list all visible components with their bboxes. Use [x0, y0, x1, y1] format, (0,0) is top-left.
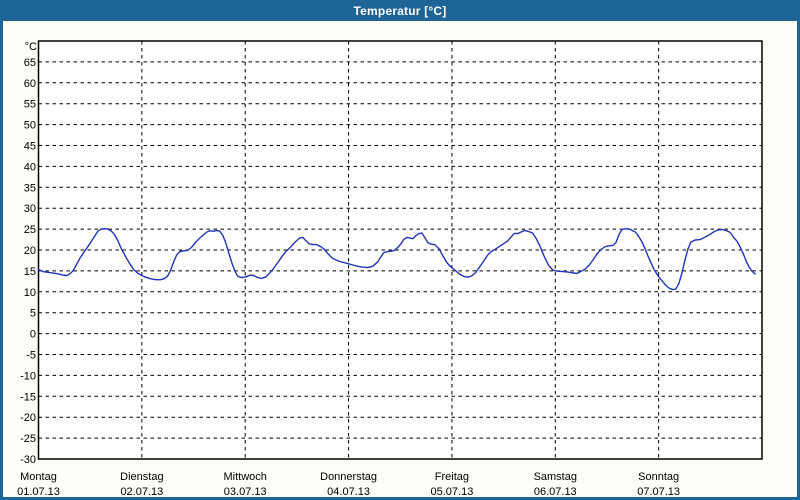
title-bar: Temperatur [°C] — [0, 0, 800, 21]
x-axis-date-label: 07.07.13 — [637, 486, 680, 497]
y-axis-tick-label: 50 — [24, 120, 36, 132]
y-axis-tick-label: 0 — [30, 329, 36, 341]
y-axis-tick-label: -25 — [20, 433, 36, 445]
plot-border — [37, 40, 763, 460]
x-axis-date-label: 06.07.13 — [534, 486, 577, 497]
window-title: Temperatur [°C] — [353, 3, 447, 18]
x-axis-date-label: 05.07.13 — [431, 486, 474, 497]
y-axis-tick-label: -10 — [20, 370, 36, 382]
x-axis-date-label: 04.07.13 — [327, 486, 370, 497]
x-axis-day-label: Montag — [20, 471, 57, 483]
temperature-series-line — [37, 227, 756, 291]
y-axis-tick-label: -5 — [26, 350, 36, 362]
x-axis-day-label: Mittwoch — [224, 471, 267, 483]
chart-panel: 65 60 55 50 45 40 35 30 25 20 15 10 5 0 -5 -10 -15 -20 -25… — [3, 21, 797, 498]
x-axis-date-label: 01.07.13 — [17, 486, 60, 497]
temperature-chart: 65605550454035302520151050-5-10-15-20-25… — [17, 40, 763, 498]
y-axis-tick-label: -30 — [20, 454, 36, 466]
y-axis-tick-label: -20 — [20, 412, 36, 424]
y-axis-tick-label: -15 — [20, 391, 36, 403]
y-axis-tick-label: 35 — [24, 182, 36, 194]
y-axis-tick-label: 20 — [24, 245, 36, 257]
y-axis-tick-label: 60 — [24, 78, 36, 90]
x-axis-date-label: 02.07.13 — [120, 486, 163, 497]
y-axis-tick-label: 5 — [30, 308, 36, 320]
y-axis-tick-label: 30 — [24, 203, 36, 215]
y-axis-unit-label: °C — [25, 41, 37, 53]
x-axis-day-label: Sonntag — [638, 471, 679, 483]
x-axis-day-label: Donnerstag — [320, 471, 377, 483]
y-axis-tick-label: 55 — [24, 99, 36, 111]
x-axis-date-label: 03.07.13 — [224, 486, 267, 497]
x-axis-day-label: Samstag — [534, 471, 577, 483]
y-axis-tick-label: 10 — [24, 287, 36, 299]
y-axis-tick-label: 15 — [24, 266, 36, 278]
x-axis-day-label: Freitag — [435, 471, 469, 483]
x-axis-day-label: Dienstag — [120, 471, 163, 483]
y-axis-tick-label: 40 — [24, 161, 36, 173]
plot-area — [38, 41, 762, 459]
y-axis-tick-label: 65 — [24, 57, 36, 69]
y-axis-tick-label: 45 — [24, 141, 36, 153]
y-axis-tick-label: 25 — [24, 224, 36, 236]
